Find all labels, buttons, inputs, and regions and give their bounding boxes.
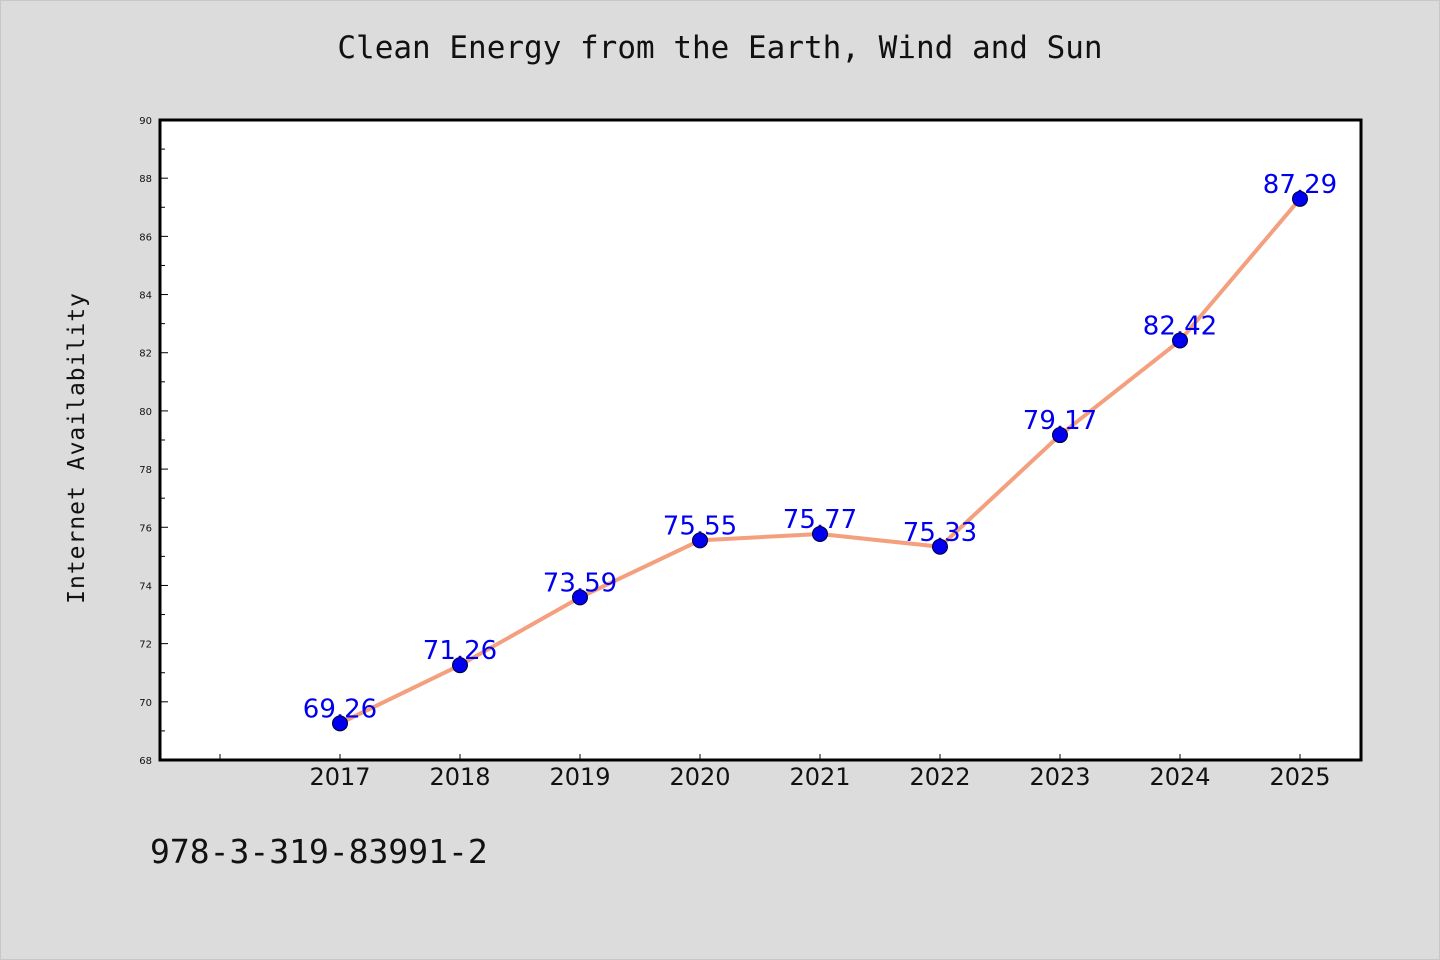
x-tick-label: 2019 xyxy=(549,763,610,791)
y-tick-label: 84 xyxy=(139,291,152,302)
isbn-text: 978-3-319-83991-2 xyxy=(150,832,488,871)
x-tick-label: 2018 xyxy=(429,763,490,791)
data-point xyxy=(332,715,348,732)
x-tick-label: 2025 xyxy=(1269,763,1330,791)
chart-title: Clean Energy from the Earth, Wind and Su… xyxy=(337,30,1103,66)
plot-frame xyxy=(158,118,1363,762)
x-axis-ticks: 2017 2018 2019 2020 2021 2022 2023 2024 2025 xyxy=(219,754,1331,791)
y-tick-label: 74 xyxy=(139,581,152,592)
plot-area xyxy=(160,120,1361,760)
x-tick-label: 2017 xyxy=(309,763,370,791)
y-tick-label: 70 xyxy=(139,698,152,709)
x-tick-label: 2024 xyxy=(1149,763,1210,791)
x-tick-label: 2020 xyxy=(669,763,730,791)
data-point xyxy=(1052,427,1068,444)
data-point xyxy=(1292,190,1308,207)
data-point xyxy=(812,525,828,542)
x-tick-label: 2022 xyxy=(909,763,970,791)
y-tick-label: 76 xyxy=(139,523,152,534)
data-point xyxy=(1172,332,1188,349)
y-tick-label: 82 xyxy=(139,349,152,360)
y-tick-label: 72 xyxy=(139,640,152,651)
x-tick-label: 2021 xyxy=(789,763,850,791)
data-point xyxy=(692,532,708,549)
data-point xyxy=(932,538,948,555)
y-tick-label: 78 xyxy=(139,465,152,476)
y-tick-label: 90 xyxy=(139,116,152,127)
y-axis-ticks: 68 70 72 74 76 78 80 82 84 86 88 90 xyxy=(139,116,168,767)
y-tick-label: 68 xyxy=(139,756,152,767)
y-tick-label: 88 xyxy=(139,174,152,185)
y-tick-label: 86 xyxy=(139,232,152,243)
data-point xyxy=(572,589,588,606)
y-tick-label: 80 xyxy=(139,407,152,418)
data-point xyxy=(452,657,468,674)
x-tick-label: 2023 xyxy=(1029,763,1090,791)
